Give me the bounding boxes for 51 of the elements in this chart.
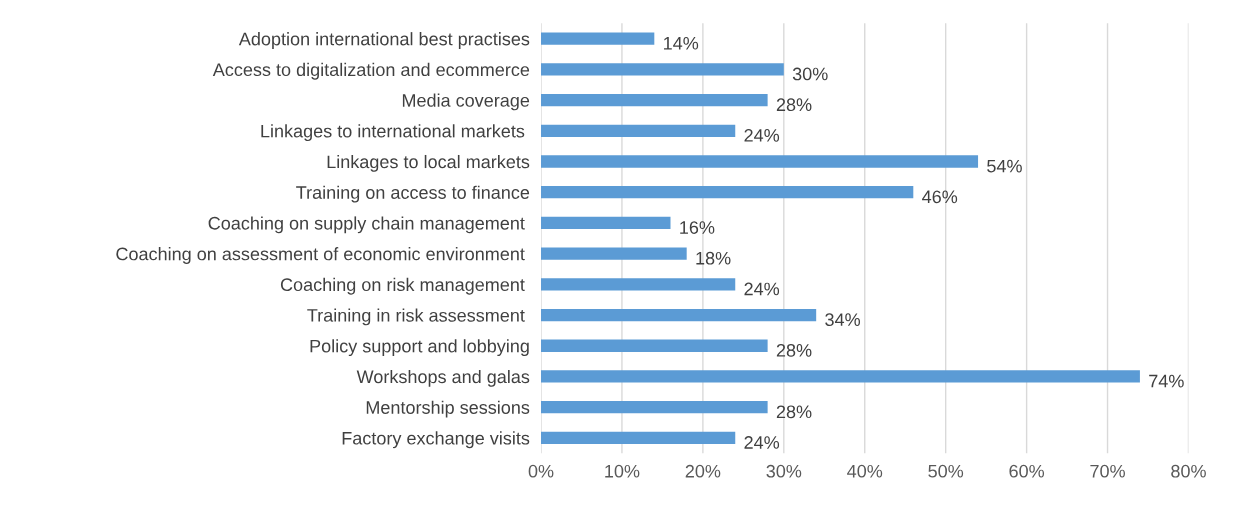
x-tick-label: 30% (766, 464, 802, 478)
x-tick-label: 80% (1171, 464, 1206, 478)
bar (541, 247, 687, 260)
y-tick-label: Coaching on risk management (280, 277, 525, 295)
data-label: 18% (696, 251, 731, 265)
bar (541, 370, 1140, 383)
bar (541, 155, 979, 168)
y-tick-label: Training on access to finance (296, 185, 530, 203)
y-tick-label: Coaching on supply chain management (208, 216, 525, 234)
bar (541, 93, 768, 107)
y-tick-label: Mentorship sessions (366, 400, 530, 418)
bar (541, 308, 817, 322)
x-tick-label: 50% (928, 464, 964, 478)
data-label: 74% (1149, 374, 1184, 388)
bar (541, 431, 736, 445)
x-tick-label: 70% (1090, 464, 1125, 478)
y-tick-label: Training in risk assessment (307, 308, 525, 326)
x-tick-label: 40% (847, 464, 883, 478)
bar (541, 32, 655, 45)
y-tick-label: Factory exchange visits (342, 431, 530, 449)
data-label: 46% (922, 190, 958, 204)
data-label: 14% (664, 36, 699, 50)
data-label: 24% (744, 129, 780, 142)
data-label: 28% (776, 405, 812, 419)
bar (541, 216, 671, 230)
data-label: 54% (987, 159, 1022, 173)
y-tick-label: Access to digitalization and ecommerce (212, 62, 530, 80)
data-label: 28% (776, 98, 812, 112)
data-label: 30% (792, 67, 828, 81)
bar (541, 401, 768, 414)
bar (541, 339, 768, 352)
y-tick-label: Linkages to local markets (327, 154, 530, 172)
bar (541, 124, 736, 137)
y-tick-label: Policy support and lobbying (310, 339, 529, 357)
bar (541, 186, 914, 199)
bar (541, 278, 736, 291)
x-tick-label: 0% (528, 464, 554, 478)
y-tick-label: Coaching on assessment of economic environment (116, 247, 525, 264)
x-tick-label: 10% (605, 464, 640, 478)
x-tick-label: 60% (1009, 464, 1045, 478)
data-label: 28% (776, 343, 812, 357)
y-tick-label: Linkages to international markets (261, 124, 525, 142)
y-tick-label: Media coverage (402, 93, 530, 111)
bar (541, 63, 784, 76)
data-label: 16% (680, 221, 715, 234)
data-label: 24% (744, 436, 780, 449)
y-tick-label: Adoption international best practises (238, 32, 530, 49)
data-label: 34% (825, 313, 861, 327)
data-label: 24% (744, 282, 780, 296)
y-tick-label: Workshops and galas (356, 369, 530, 387)
x-tick-label: 20% (685, 464, 721, 478)
